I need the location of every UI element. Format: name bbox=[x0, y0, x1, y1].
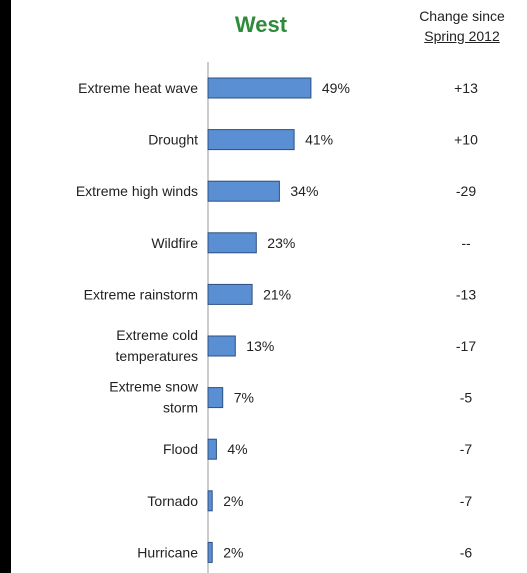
category-label: storm bbox=[163, 400, 198, 416]
value-label: 34% bbox=[290, 183, 318, 199]
change-value: -17 bbox=[456, 338, 476, 354]
category-label: Wildfire bbox=[151, 235, 198, 251]
bar bbox=[207, 180, 280, 202]
value-label: 49% bbox=[322, 80, 350, 96]
change-value: -5 bbox=[460, 390, 473, 406]
category-label: Flood bbox=[163, 441, 198, 457]
category-label: temperatures bbox=[116, 348, 198, 364]
value-label: 13% bbox=[246, 338, 274, 354]
bar bbox=[207, 490, 213, 512]
change-column-header: Change since Spring 2012 bbox=[401, 6, 523, 46]
value-label: 21% bbox=[263, 286, 291, 302]
bar bbox=[207, 77, 312, 99]
change-value: -6 bbox=[460, 544, 473, 560]
value-label: 41% bbox=[305, 132, 333, 148]
value-label: 7% bbox=[234, 390, 254, 406]
bar bbox=[207, 387, 224, 409]
value-label: 2% bbox=[223, 544, 243, 560]
change-value: +13 bbox=[454, 80, 478, 96]
category-label: Extreme high winds bbox=[76, 183, 198, 199]
change-header-line2: Spring 2012 bbox=[424, 28, 500, 44]
category-label: Extreme rainstorm bbox=[84, 286, 198, 302]
category-label: Drought bbox=[148, 132, 198, 148]
value-label: 23% bbox=[267, 235, 295, 251]
change-value: -13 bbox=[456, 286, 476, 302]
category-label: Extreme cold bbox=[116, 327, 198, 343]
category-label: Extreme snow bbox=[109, 379, 199, 395]
category-label: Extreme heat wave bbox=[78, 80, 198, 96]
bar bbox=[207, 232, 257, 254]
category-label: Tornado bbox=[147, 493, 198, 509]
change-value: -29 bbox=[456, 183, 476, 199]
value-label: 2% bbox=[223, 493, 243, 509]
value-label: 4% bbox=[227, 441, 247, 457]
change-header-line1: Change since bbox=[419, 8, 505, 24]
bar-chart: Extreme heat wave 49% +13 Drought 41% +10 Extr… bbox=[76, 62, 478, 573]
change-value: +10 bbox=[454, 132, 478, 148]
category-label: Hurricane bbox=[137, 544, 198, 560]
bar bbox=[207, 541, 213, 563]
bar bbox=[207, 335, 236, 357]
bar bbox=[207, 283, 253, 305]
change-value: -- bbox=[461, 235, 471, 251]
bar bbox=[207, 129, 295, 151]
change-value: -7 bbox=[460, 493, 473, 509]
bar bbox=[207, 438, 217, 460]
chart-title: West bbox=[234, 12, 288, 37]
chart-panel: West Change since Spring 2012 Extreme he… bbox=[11, 0, 527, 573]
change-value: -7 bbox=[460, 441, 473, 457]
